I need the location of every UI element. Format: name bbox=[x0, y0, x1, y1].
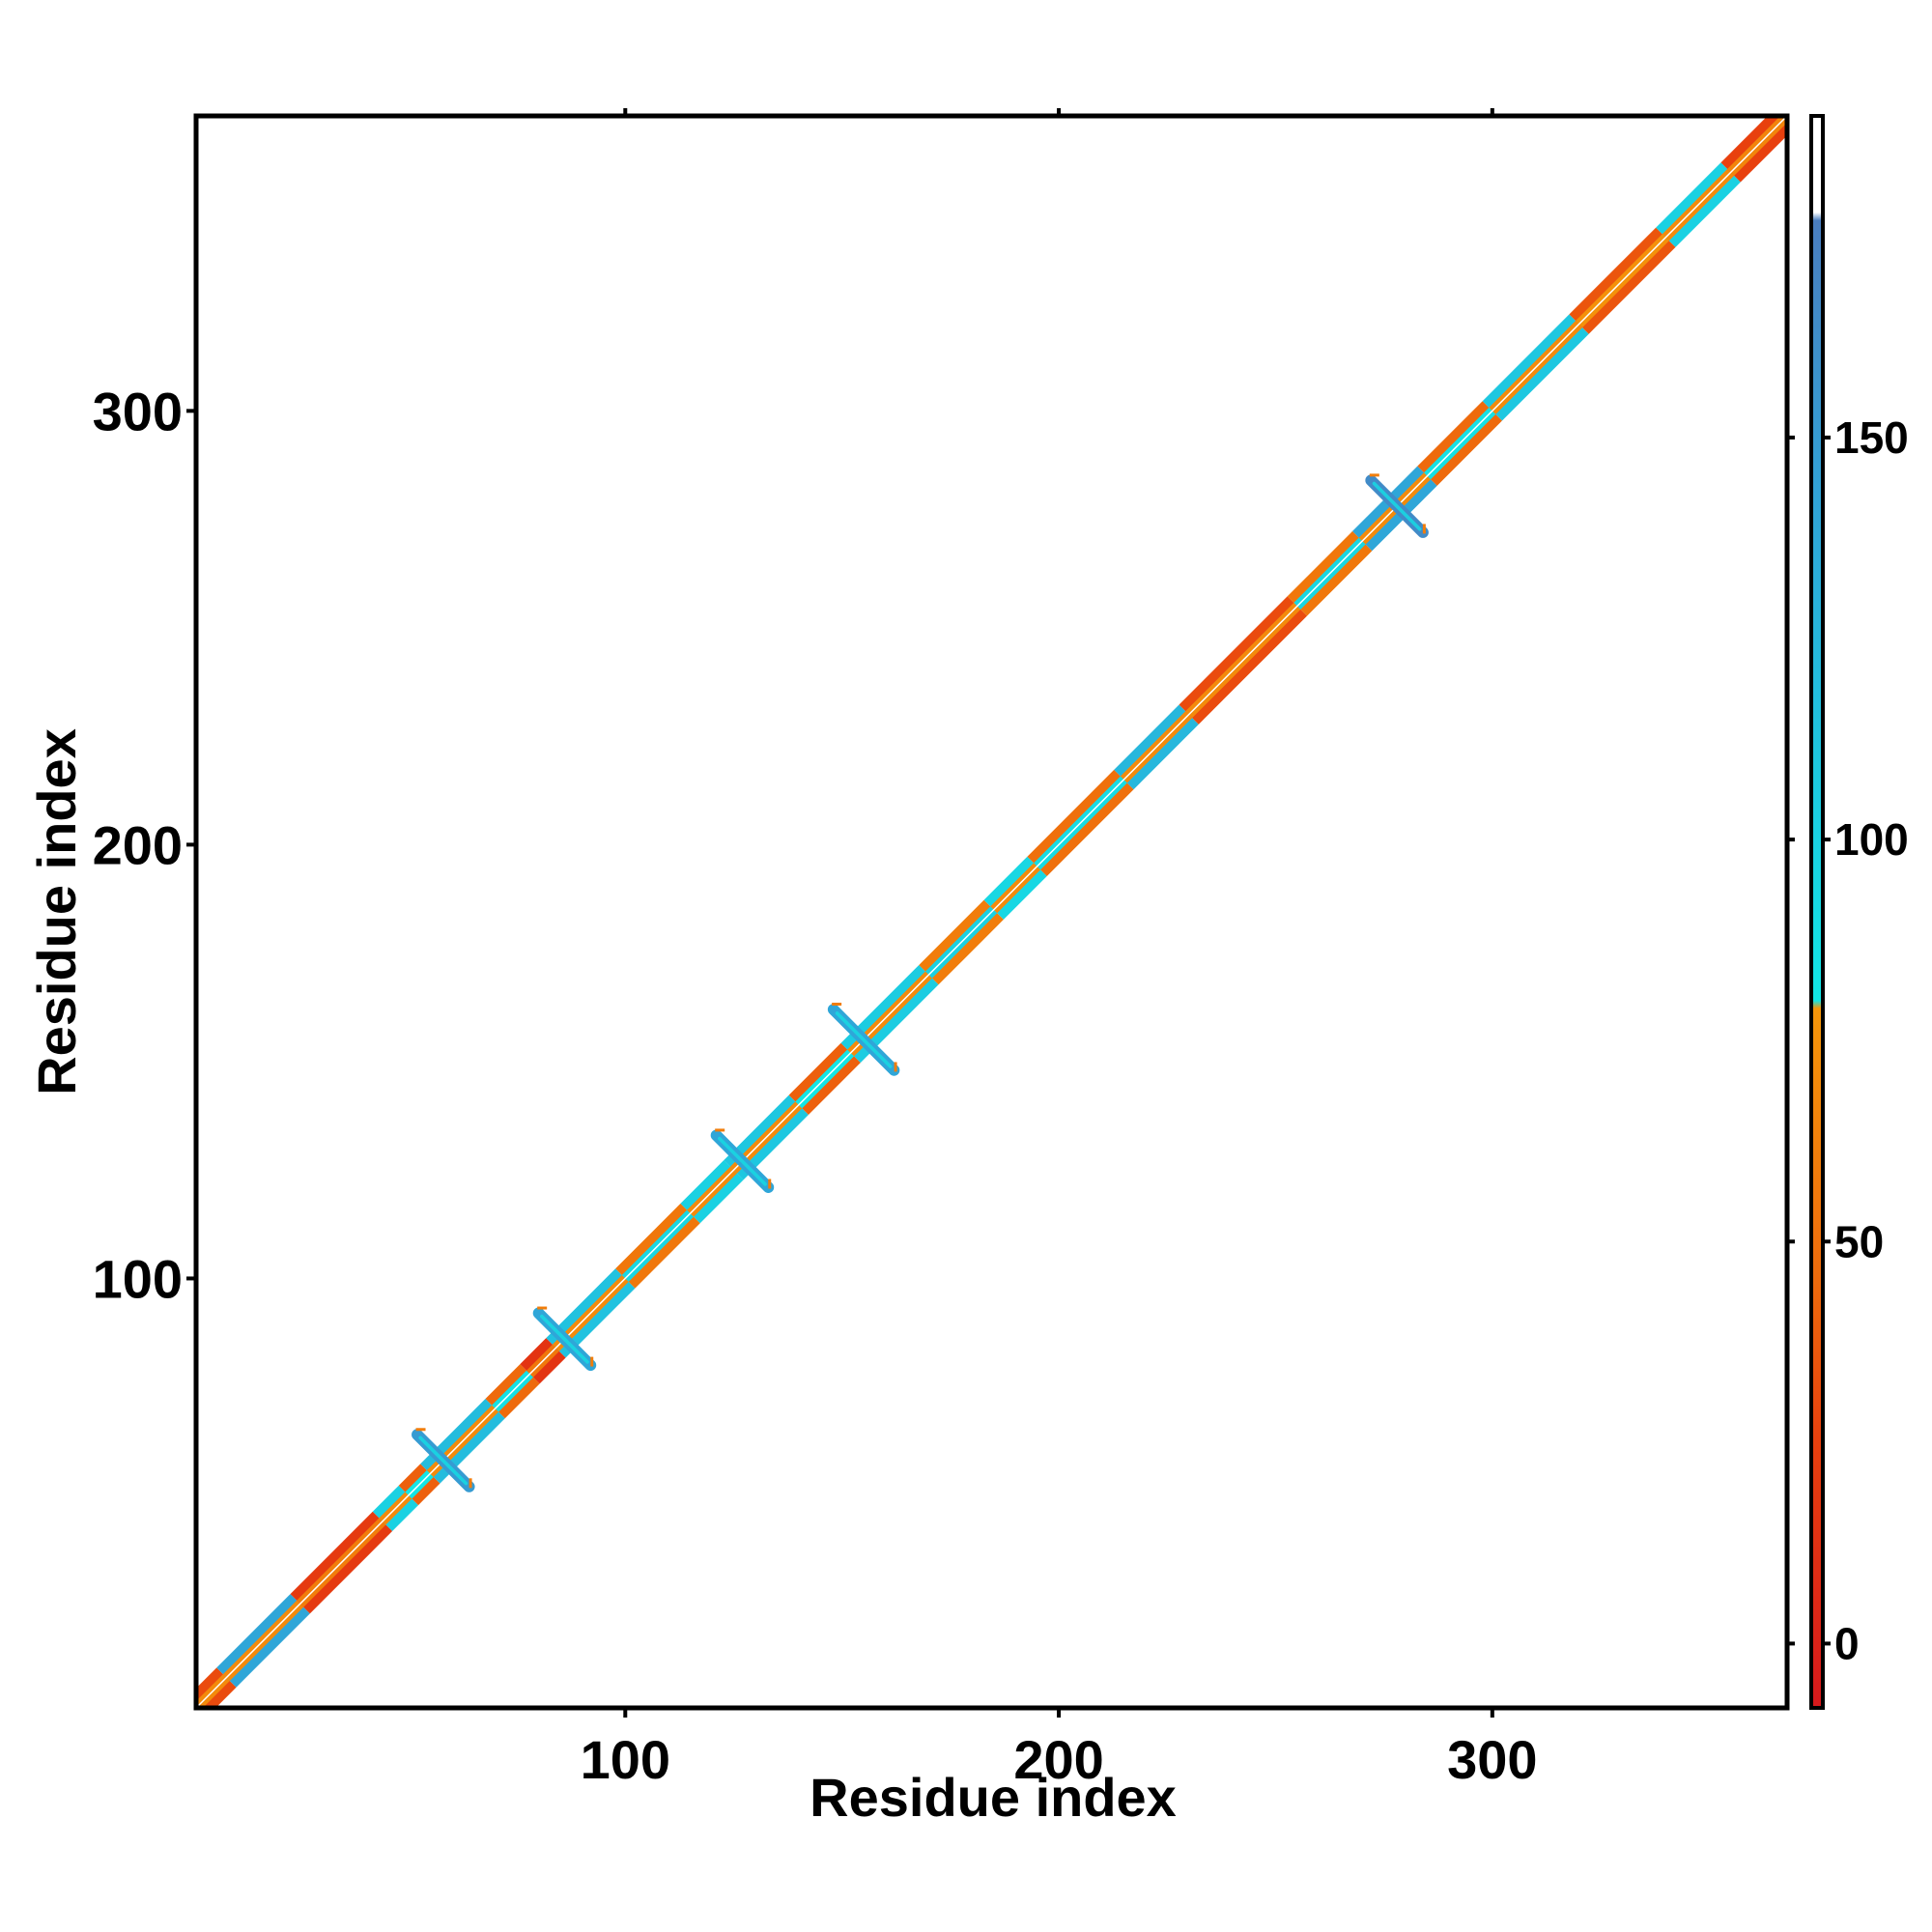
colorbar-tick-label: 50 bbox=[1834, 1216, 1884, 1266]
y-axis-title: Residue index bbox=[26, 728, 87, 1095]
cross-core bbox=[540, 1314, 589, 1364]
colorbar-gradient bbox=[1811, 116, 1823, 1708]
cross-core bbox=[835, 1011, 893, 1068]
colorbar-frame bbox=[1809, 114, 1825, 1710]
y-tick-label: 200 bbox=[93, 814, 183, 875]
colorbar-tick-label: 100 bbox=[1834, 814, 1909, 865]
heatmap-cells bbox=[196, 116, 1787, 1708]
plot-frame bbox=[193, 113, 1790, 1711]
cross-core bbox=[718, 1136, 767, 1186]
x-tick-label: 300 bbox=[1447, 1729, 1537, 1790]
x-axis-title: Residue index bbox=[810, 1767, 1177, 1828]
colorbar: 0 50 100 150 bbox=[1787, 114, 1909, 1710]
diagonal-main bbox=[196, 116, 1787, 1708]
colorbar-tick-label: 150 bbox=[1834, 412, 1909, 463]
colorbar-tick-label: 0 bbox=[1834, 1618, 1860, 1668]
axes: 100 200 300 100 200 300 bbox=[93, 108, 1538, 1790]
x-tick-label: 100 bbox=[581, 1729, 670, 1790]
cross-core bbox=[418, 1435, 469, 1486]
y-tick-label: 100 bbox=[93, 1248, 183, 1309]
x-tick-label: 200 bbox=[1013, 1729, 1103, 1790]
y-tick-label: 300 bbox=[93, 381, 183, 441]
cross-core bbox=[1372, 481, 1422, 531]
